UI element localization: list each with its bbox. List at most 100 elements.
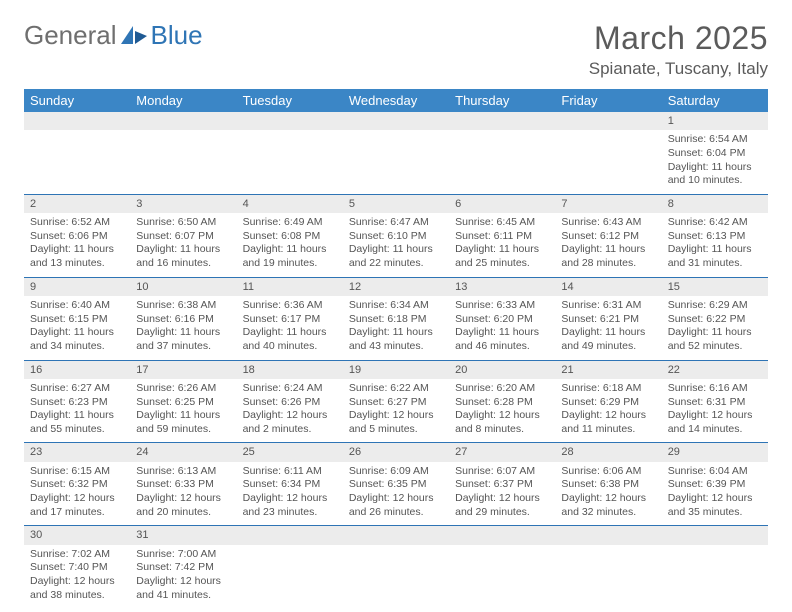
calendar-day-cell: 9Sunrise: 6:40 AMSunset: 6:15 PMDaylight… [24, 277, 130, 360]
sunset-text: Sunset: 6:34 PM [243, 478, 337, 492]
day-number: 18 [237, 361, 343, 379]
calendar-day-cell: 17Sunrise: 6:26 AMSunset: 6:25 PMDayligh… [130, 360, 236, 443]
sunset-text: Sunset: 6:37 PM [455, 478, 549, 492]
sunrise-text: Sunrise: 6:43 AM [561, 216, 655, 230]
empty-day-body [662, 545, 768, 602]
sunset-text: Sunset: 6:16 PM [136, 313, 230, 327]
day-number: 5 [343, 195, 449, 213]
empty-day-body [343, 545, 449, 602]
empty-day-body [555, 545, 661, 602]
sunrise-text: Sunrise: 6:29 AM [668, 299, 762, 313]
sunrise-text: Sunrise: 6:49 AM [243, 216, 337, 230]
location-subtitle: Spianate, Tuscany, Italy [589, 59, 768, 79]
day-info: Sunrise: 6:33 AMSunset: 6:20 PMDaylight:… [449, 296, 555, 360]
day-info: Sunrise: 6:15 AMSunset: 6:32 PMDaylight:… [24, 462, 130, 526]
calendar-day-cell: 31Sunrise: 7:00 AMSunset: 7:42 PMDayligh… [130, 526, 236, 608]
day-number: 15 [662, 278, 768, 296]
weekday-header: Tuesday [237, 89, 343, 112]
empty-day-header [555, 112, 661, 130]
daylight-text: Daylight: 12 hours and 23 minutes. [243, 492, 337, 519]
empty-day-header [130, 112, 236, 130]
daylight-text: Daylight: 12 hours and 41 minutes. [136, 575, 230, 602]
sunrise-text: Sunrise: 6:06 AM [561, 465, 655, 479]
weekday-header-row: Sunday Monday Tuesday Wednesday Thursday… [24, 89, 768, 112]
daylight-text: Daylight: 11 hours and 10 minutes. [668, 161, 762, 188]
sunrise-text: Sunrise: 6:16 AM [668, 382, 762, 396]
day-info: Sunrise: 6:11 AMSunset: 6:34 PMDaylight:… [237, 462, 343, 526]
empty-day-body [449, 130, 555, 187]
empty-day-body [237, 545, 343, 602]
sunset-text: Sunset: 6:11 PM [455, 230, 549, 244]
calendar-day-cell: 30Sunrise: 7:02 AMSunset: 7:40 PMDayligh… [24, 526, 130, 608]
day-info: Sunrise: 6:09 AMSunset: 6:35 PMDaylight:… [343, 462, 449, 526]
calendar-day-cell: 14Sunrise: 6:31 AMSunset: 6:21 PMDayligh… [555, 277, 661, 360]
day-info: Sunrise: 6:52 AMSunset: 6:06 PMDaylight:… [24, 213, 130, 277]
calendar-day-cell: 6Sunrise: 6:45 AMSunset: 6:11 PMDaylight… [449, 194, 555, 277]
day-number: 3 [130, 195, 236, 213]
day-number: 26 [343, 443, 449, 461]
day-number: 4 [237, 195, 343, 213]
day-info: Sunrise: 6:31 AMSunset: 6:21 PMDaylight:… [555, 296, 661, 360]
empty-day-header [237, 526, 343, 544]
day-info: Sunrise: 6:42 AMSunset: 6:13 PMDaylight:… [662, 213, 768, 277]
sunset-text: Sunset: 6:31 PM [668, 396, 762, 410]
day-number: 19 [343, 361, 449, 379]
empty-day-header [343, 526, 449, 544]
sunset-text: Sunset: 6:12 PM [561, 230, 655, 244]
sunrise-text: Sunrise: 6:50 AM [136, 216, 230, 230]
day-number: 24 [130, 443, 236, 461]
sunset-text: Sunset: 6:22 PM [668, 313, 762, 327]
calendar-day-cell: 25Sunrise: 6:11 AMSunset: 6:34 PMDayligh… [237, 443, 343, 526]
daylight-text: Daylight: 12 hours and 11 minutes. [561, 409, 655, 436]
calendar-day-cell [555, 112, 661, 194]
sunrise-text: Sunrise: 6:09 AM [349, 465, 443, 479]
day-number: 21 [555, 361, 661, 379]
calendar-day-cell: 27Sunrise: 6:07 AMSunset: 6:37 PMDayligh… [449, 443, 555, 526]
day-info: Sunrise: 6:34 AMSunset: 6:18 PMDaylight:… [343, 296, 449, 360]
day-number: 7 [555, 195, 661, 213]
calendar-day-cell: 26Sunrise: 6:09 AMSunset: 6:35 PMDayligh… [343, 443, 449, 526]
daylight-text: Daylight: 11 hours and 55 minutes. [30, 409, 124, 436]
sunrise-text: Sunrise: 6:34 AM [349, 299, 443, 313]
day-info: Sunrise: 6:16 AMSunset: 6:31 PMDaylight:… [662, 379, 768, 443]
logo-text-general: General [24, 20, 117, 51]
sunset-text: Sunset: 6:21 PM [561, 313, 655, 327]
day-number: 11 [237, 278, 343, 296]
sunset-text: Sunset: 6:32 PM [30, 478, 124, 492]
empty-day-body [343, 130, 449, 187]
calendar-day-cell: 3Sunrise: 6:50 AMSunset: 6:07 PMDaylight… [130, 194, 236, 277]
day-number: 6 [449, 195, 555, 213]
day-info: Sunrise: 6:07 AMSunset: 6:37 PMDaylight:… [449, 462, 555, 526]
daylight-text: Daylight: 12 hours and 2 minutes. [243, 409, 337, 436]
calendar-day-cell: 10Sunrise: 6:38 AMSunset: 6:16 PMDayligh… [130, 277, 236, 360]
daylight-text: Daylight: 11 hours and 19 minutes. [243, 243, 337, 270]
day-info: Sunrise: 6:45 AMSunset: 6:11 PMDaylight:… [449, 213, 555, 277]
calendar-week-row: 1Sunrise: 6:54 AMSunset: 6:04 PMDaylight… [24, 112, 768, 194]
sunrise-text: Sunrise: 6:24 AM [243, 382, 337, 396]
daylight-text: Daylight: 12 hours and 8 minutes. [455, 409, 549, 436]
empty-day-header [555, 526, 661, 544]
day-number: 14 [555, 278, 661, 296]
day-number: 17 [130, 361, 236, 379]
daylight-text: Daylight: 11 hours and 46 minutes. [455, 326, 549, 353]
daylight-text: Daylight: 11 hours and 43 minutes. [349, 326, 443, 353]
calendar-day-cell: 12Sunrise: 6:34 AMSunset: 6:18 PMDayligh… [343, 277, 449, 360]
daylight-text: Daylight: 12 hours and 20 minutes. [136, 492, 230, 519]
calendar-table: Sunday Monday Tuesday Wednesday Thursday… [24, 89, 768, 608]
month-title: March 2025 [589, 20, 768, 57]
day-info: Sunrise: 6:54 AMSunset: 6:04 PMDaylight:… [662, 130, 768, 194]
day-number: 31 [130, 526, 236, 544]
sunrise-text: Sunrise: 6:36 AM [243, 299, 337, 313]
sunset-text: Sunset: 6:18 PM [349, 313, 443, 327]
day-info: Sunrise: 6:29 AMSunset: 6:22 PMDaylight:… [662, 296, 768, 360]
day-info: Sunrise: 6:47 AMSunset: 6:10 PMDaylight:… [343, 213, 449, 277]
day-info: Sunrise: 6:49 AMSunset: 6:08 PMDaylight:… [237, 213, 343, 277]
sunset-text: Sunset: 6:25 PM [136, 396, 230, 410]
empty-day-body [449, 545, 555, 602]
calendar-day-cell: 1Sunrise: 6:54 AMSunset: 6:04 PMDaylight… [662, 112, 768, 194]
day-info: Sunrise: 7:02 AMSunset: 7:40 PMDaylight:… [24, 545, 130, 609]
sunset-text: Sunset: 7:40 PM [30, 561, 124, 575]
day-number: 16 [24, 361, 130, 379]
calendar-day-cell: 15Sunrise: 6:29 AMSunset: 6:22 PMDayligh… [662, 277, 768, 360]
day-number: 1 [662, 112, 768, 130]
